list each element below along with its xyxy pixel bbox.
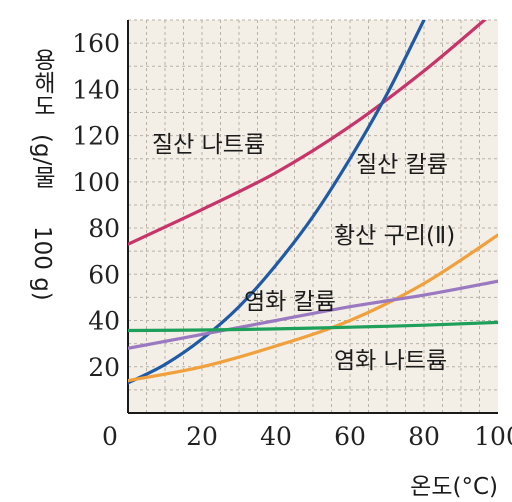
series-line-0 [128, 20, 487, 246]
y-tick-label: 40 [88, 307, 120, 336]
x-tick-label: 80 [408, 422, 440, 451]
y-tick-label: 160 [72, 29, 120, 58]
series-line-3 [128, 279, 498, 350]
x-tick-label: 100 [474, 422, 512, 451]
grid [128, 19, 498, 413]
y-tick-label: 120 [72, 122, 120, 151]
series-label-sodium-nitrate: 질산 나트륨 [152, 132, 265, 158]
x-tick-label: 60 [334, 422, 366, 451]
x-tick-label: 0 [102, 422, 118, 451]
y-tick-label: 60 [88, 260, 120, 289]
x-axis-title: 온도(°C) [410, 474, 498, 500]
x-tick-label: 40 [260, 422, 292, 451]
series-line-1 [128, 20, 426, 385]
y-tick-label: 80 [88, 214, 120, 243]
series-lines [128, 20, 498, 385]
x-tick-label: 20 [186, 422, 218, 451]
y-tick-label: 100 [72, 168, 120, 197]
y-axis-title-line-2: (g/물 [29, 134, 55, 188]
series-line-2 [128, 233, 498, 383]
series-label-copper-sulfate: 황산 구리(Ⅱ) [334, 223, 455, 249]
tick-labels: 20 40 60 80 100 120 140 160 0 20 40 60 80 100 [72, 29, 512, 451]
series-line-4 [128, 320, 498, 333]
y-axis-title-line-3: 100 g) [29, 226, 55, 301]
series-label-potassium-chloride: 염화 칼륨 [244, 289, 336, 315]
y-tick-label: 140 [72, 75, 120, 104]
y-axis-title-line-1: 용해도 [29, 48, 55, 117]
series-label-sodium-chloride: 염화 나트륨 [334, 348, 447, 374]
series-label-potassium-nitrate: 질산 칼륨 [356, 152, 448, 178]
y-tick-label: 20 [88, 353, 120, 382]
